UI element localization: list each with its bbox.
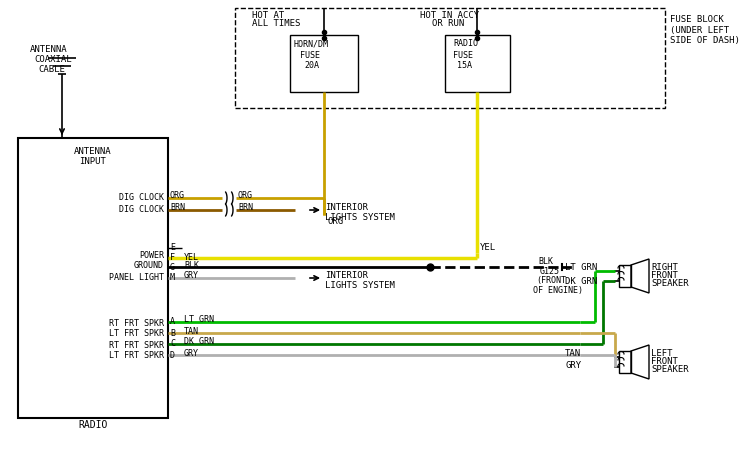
Text: POWER: POWER <box>139 250 164 260</box>
Text: F: F <box>170 253 175 261</box>
Text: C: C <box>170 340 175 349</box>
Text: TAN: TAN <box>184 326 199 335</box>
Text: LIGHTS SYSTEM: LIGHTS SYSTEM <box>325 213 395 222</box>
Text: A: A <box>170 318 175 326</box>
Text: BLK: BLK <box>184 260 199 270</box>
Text: FUSE BLOCK: FUSE BLOCK <box>670 16 723 25</box>
Bar <box>290 35 358 92</box>
Text: GRY: GRY <box>565 361 581 370</box>
Text: (FRONT: (FRONT <box>536 276 566 286</box>
Text: GROUND: GROUND <box>134 261 164 271</box>
Text: ANTENNA: ANTENNA <box>74 148 112 156</box>
Text: E: E <box>170 244 175 253</box>
Text: DK GRN: DK GRN <box>184 338 214 346</box>
Text: ALL TIMES: ALL TIMES <box>252 20 300 28</box>
Text: SPEAKER: SPEAKER <box>651 280 689 288</box>
Text: INPUT: INPUT <box>80 158 106 166</box>
Text: LT FRT SPKR: LT FRT SPKR <box>109 351 164 361</box>
Text: RADIO: RADIO <box>78 420 108 430</box>
Text: SPEAKER: SPEAKER <box>651 366 689 374</box>
Text: HORN/DM: HORN/DM <box>294 39 329 48</box>
Text: FUSE: FUSE <box>300 51 320 59</box>
Text: ORG: ORG <box>170 191 185 200</box>
Text: FRONT: FRONT <box>651 357 678 367</box>
Text: B: B <box>170 329 175 338</box>
Bar <box>619 265 631 287</box>
Text: PANEL LIGHT: PANEL LIGHT <box>109 272 164 282</box>
Text: ORG: ORG <box>238 191 253 200</box>
Text: LT FRT SPKR: LT FRT SPKR <box>109 329 164 339</box>
Text: D: D <box>170 351 175 360</box>
Text: YEL: YEL <box>184 253 199 261</box>
Text: CABLE: CABLE <box>38 65 65 74</box>
Text: FRONT: FRONT <box>651 271 678 281</box>
Bar <box>445 35 510 92</box>
Text: OR RUN: OR RUN <box>432 20 464 28</box>
Text: SIDE OF DASH): SIDE OF DASH) <box>670 36 739 44</box>
Text: 15A: 15A <box>457 62 472 70</box>
Text: ANTENNA: ANTENNA <box>30 46 68 54</box>
Text: DIG CLOCK: DIG CLOCK <box>119 193 164 202</box>
Text: HOT AT: HOT AT <box>252 11 285 20</box>
Text: LT GRN: LT GRN <box>184 315 214 324</box>
Text: ORG: ORG <box>327 218 343 227</box>
Text: INTERIOR: INTERIOR <box>325 202 368 212</box>
Text: G: G <box>170 262 175 271</box>
Text: YEL: YEL <box>480 244 496 253</box>
Text: G125: G125 <box>540 267 560 276</box>
Text: RT FRT SPKR: RT FRT SPKR <box>109 319 164 328</box>
Text: LEFT: LEFT <box>651 350 672 358</box>
Text: HOT IN ACCY: HOT IN ACCY <box>420 11 479 20</box>
Bar <box>235 8 665 108</box>
Text: INTERIOR: INTERIOR <box>325 271 368 280</box>
Text: GRY: GRY <box>184 349 199 357</box>
Text: BRN: BRN <box>238 202 253 212</box>
Text: BLK: BLK <box>538 257 553 266</box>
Text: LT GRN: LT GRN <box>565 264 597 272</box>
Text: (UNDER LEFT: (UNDER LEFT <box>670 26 729 34</box>
Text: LIGHTS SYSTEM: LIGHTS SYSTEM <box>325 281 395 289</box>
Text: OF ENGINE): OF ENGINE) <box>533 286 583 294</box>
Text: FUSE: FUSE <box>453 51 473 59</box>
Text: COAXIAL: COAXIAL <box>34 55 72 64</box>
Text: RT FRT SPKR: RT FRT SPKR <box>109 340 164 350</box>
Bar <box>619 351 631 373</box>
Text: TAN: TAN <box>565 350 581 358</box>
Bar <box>18 138 168 418</box>
Text: DK GRN: DK GRN <box>565 276 597 286</box>
Text: 20A: 20A <box>304 62 319 70</box>
Text: RIGHT: RIGHT <box>651 264 678 272</box>
Text: GRY: GRY <box>184 271 199 281</box>
Text: BRN: BRN <box>170 202 185 212</box>
Text: RADIO: RADIO <box>453 39 478 48</box>
Text: DIG CLOCK: DIG CLOCK <box>119 206 164 214</box>
Text: M: M <box>170 273 175 282</box>
